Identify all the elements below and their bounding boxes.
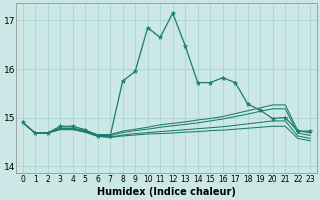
X-axis label: Humidex (Indice chaleur): Humidex (Indice chaleur)	[97, 187, 236, 197]
